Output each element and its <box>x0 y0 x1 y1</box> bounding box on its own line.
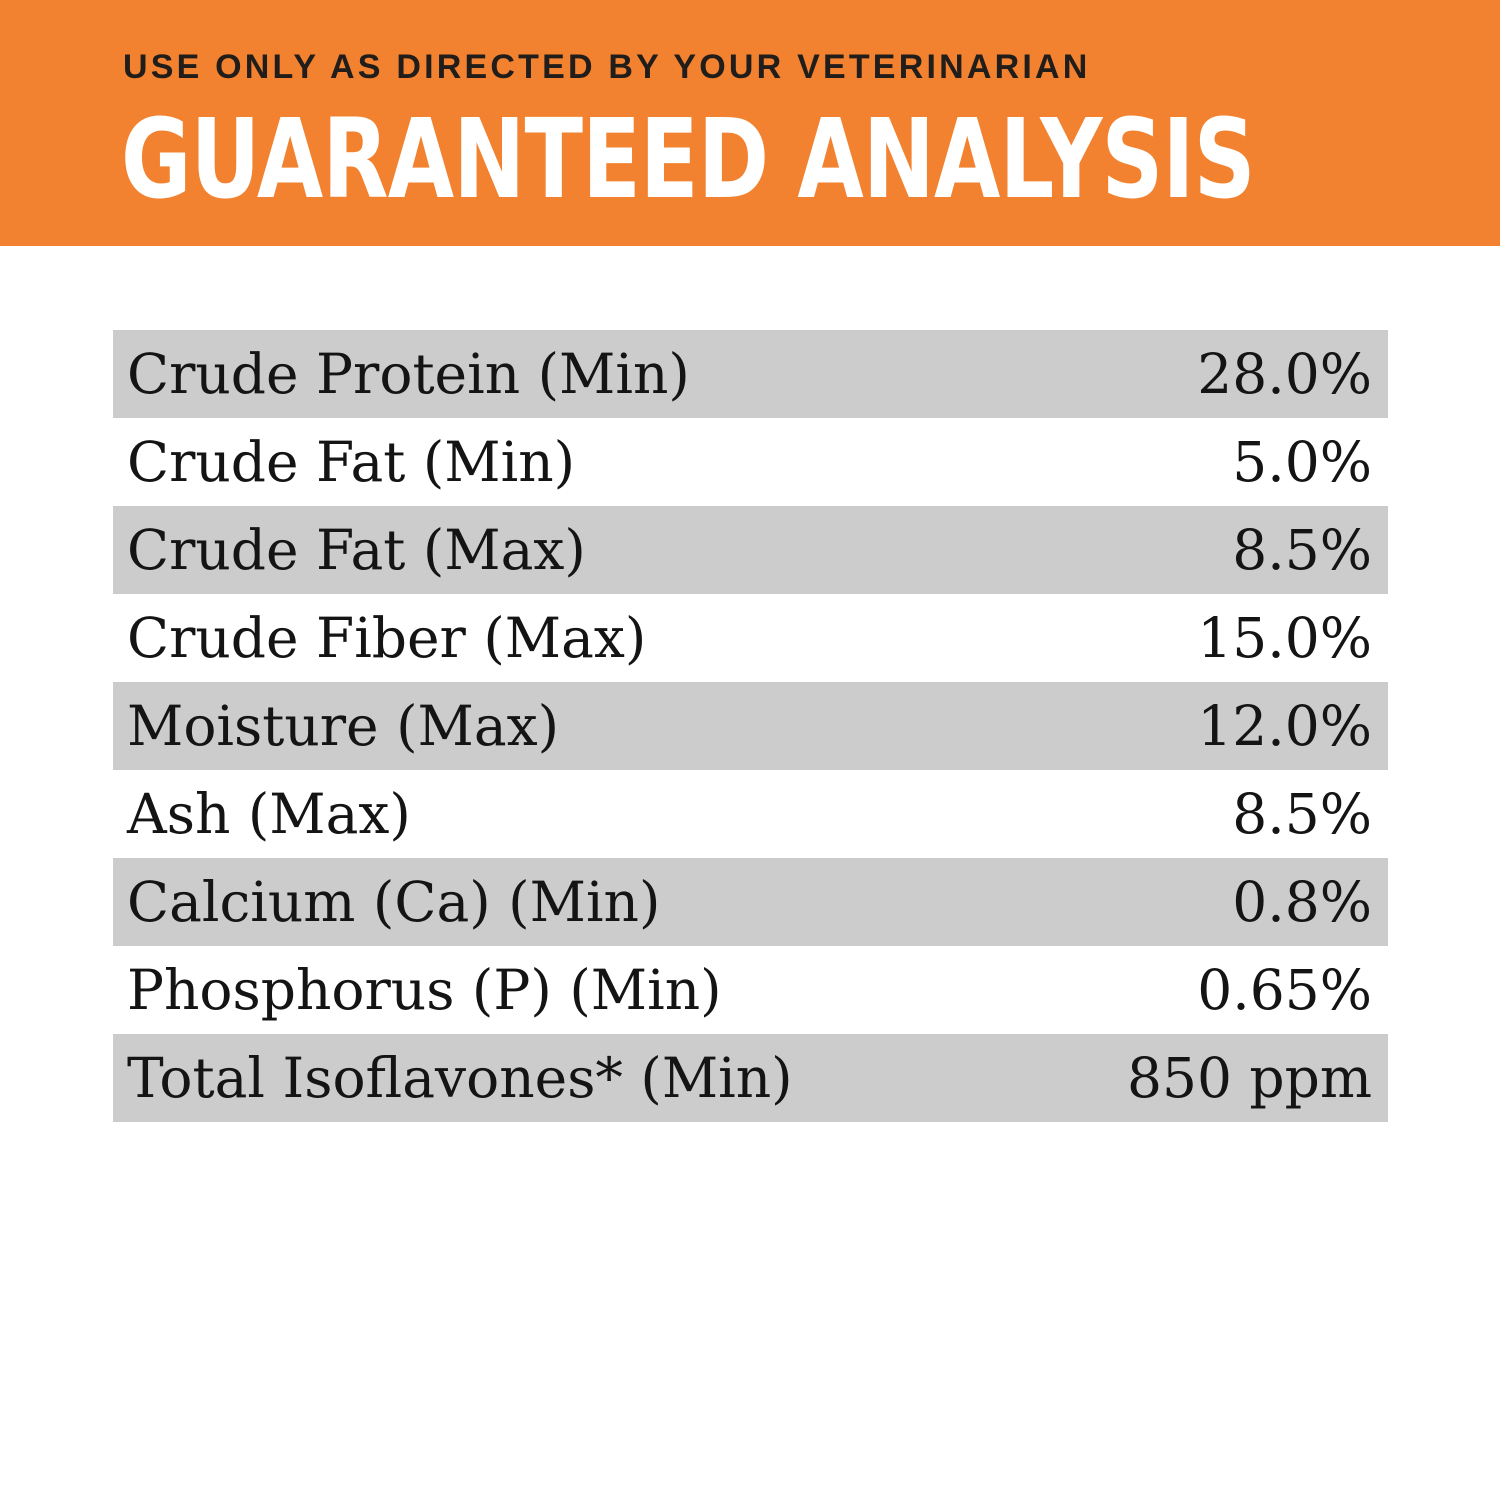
table-row: Ash (Max) 8.5% <box>113 770 1388 858</box>
nutrient-value: 15.0% <box>1197 606 1372 670</box>
nutrient-label: Crude Fiber (Max) <box>127 606 647 670</box>
table-row: Crude Fat (Min) 5.0% <box>113 418 1388 506</box>
nutrient-label: Ash (Max) <box>127 782 411 846</box>
nutrient-value: 8.5% <box>1232 518 1372 582</box>
nutrient-label: Phosphorus (P) (Min) <box>127 958 722 1022</box>
table-row: Crude Fat (Max) 8.5% <box>113 506 1388 594</box>
table-row: Crude Protein (Min) 28.0% <box>113 330 1388 418</box>
header-banner: USE ONLY AS DIRECTED BY YOUR VETERINARIA… <box>0 0 1500 246</box>
nutrient-label: Moisture (Max) <box>127 694 560 758</box>
nutrient-label: Crude Fat (Max) <box>127 518 586 582</box>
table-row: Calcium (Ca) (Min) 0.8% <box>113 858 1388 946</box>
nutrient-value: 8.5% <box>1232 782 1372 846</box>
nutrient-label: Total Isoflavones* (Min) <box>127 1046 793 1110</box>
veterinarian-notice: USE ONLY AS DIRECTED BY YOUR VETERINARIA… <box>123 48 1091 86</box>
nutrient-value: 0.65% <box>1197 958 1372 1022</box>
nutrient-value: 850 ppm <box>1126 1046 1372 1110</box>
nutrient-label: Calcium (Ca) (Min) <box>127 870 661 934</box>
nutrient-value: 0.8% <box>1232 870 1372 934</box>
table-row: Crude Fiber (Max) 15.0% <box>113 594 1388 682</box>
nutrient-label: Crude Protein (Min) <box>127 342 690 406</box>
table-row: Moisture (Max) 12.0% <box>113 682 1388 770</box>
table-row: Phosphorus (P) (Min) 0.65% <box>113 946 1388 1034</box>
nutrient-label: Crude Fat (Min) <box>127 430 576 494</box>
nutrient-value: 5.0% <box>1232 430 1372 494</box>
nutrient-value: 12.0% <box>1197 694 1372 758</box>
page-title: GUARANTEED ANALYSIS <box>121 95 1256 223</box>
guaranteed-analysis-table: Crude Protein (Min) 28.0% Crude Fat (Min) 5… <box>113 330 1388 1122</box>
nutrient-value: 28.0% <box>1197 342 1372 406</box>
table-row: Total Isoflavones* (Min) 850 ppm <box>113 1034 1388 1122</box>
